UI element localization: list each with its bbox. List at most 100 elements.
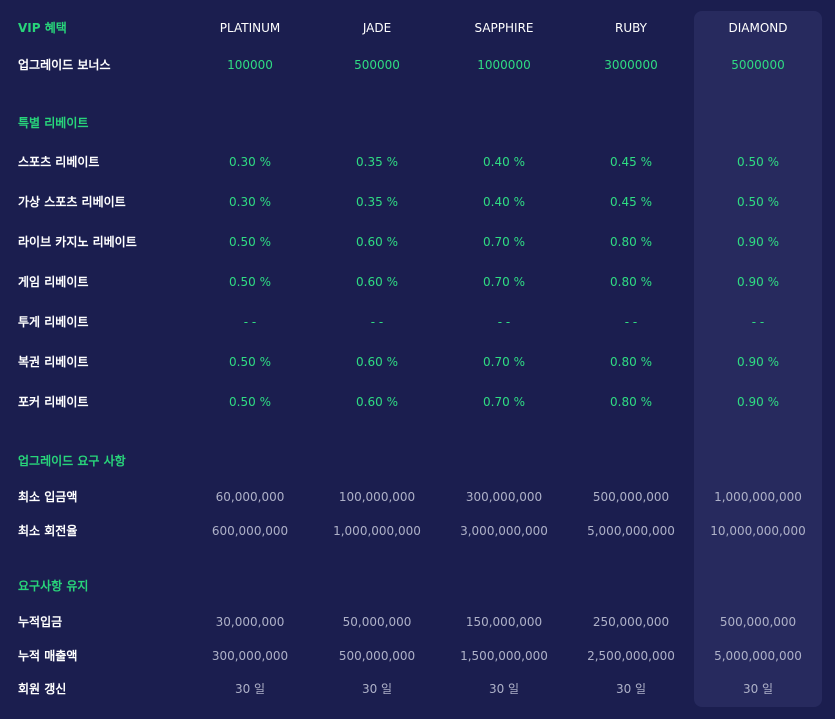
value-cell: - - bbox=[370, 315, 384, 329]
header-row: VIP 혜택 PLATINUM JADE SAPPHIRE RUBY DIAMO… bbox=[0, 13, 835, 43]
value-cell: 0.30 % bbox=[229, 155, 271, 169]
value-cell: 30 일 bbox=[615, 682, 647, 696]
section-title: 요구사항 유지 bbox=[18, 579, 89, 593]
value-cell: 50,000,000 bbox=[342, 615, 412, 629]
value-cell: 5,000,000,000 bbox=[587, 524, 675, 538]
value-cell: 0.80 % bbox=[610, 355, 652, 369]
tier-diamond: DIAMOND bbox=[728, 21, 788, 35]
value-cell: 0.40 % bbox=[483, 155, 525, 169]
section-title: 특별 리베이트 bbox=[18, 116, 89, 130]
value-cell: 0.50 % bbox=[229, 235, 271, 249]
row-label: 회원 갱신 bbox=[18, 682, 67, 696]
value-cell: 3,000,000,000 bbox=[460, 524, 548, 538]
value-cell: 5000000 bbox=[731, 58, 785, 72]
value-cell: 60,000,000 bbox=[215, 490, 285, 504]
value-cell: 0.60 % bbox=[356, 275, 398, 289]
upgrade-requirements-section: 업그레이드 요구 사항 bbox=[0, 446, 835, 476]
section-title: 업그레이드 요구 사항 bbox=[18, 454, 126, 468]
value-cell: 1000000 bbox=[477, 58, 531, 72]
table-row: 투게 리베이트 - - - - - - - - - - bbox=[0, 307, 835, 337]
value-cell: 5,000,000,000 bbox=[714, 649, 802, 663]
value-cell: 0.90 % bbox=[737, 395, 779, 409]
value-cell: 0.50 % bbox=[737, 155, 779, 169]
value-cell: 0.50 % bbox=[229, 275, 271, 289]
value-cell: 0.50 % bbox=[737, 195, 779, 209]
value-cell: 30,000,000 bbox=[215, 615, 285, 629]
value-cell: 300,000,000 bbox=[465, 490, 543, 504]
diamond-column-highlight bbox=[694, 11, 822, 707]
value-cell: 1,500,000,000 bbox=[460, 649, 548, 663]
row-label: 라이브 카지노 리베이트 bbox=[18, 235, 137, 249]
value-cell: 500,000,000 bbox=[338, 649, 416, 663]
row-label: 포커 리베이트 bbox=[18, 395, 89, 409]
value-cell: 250,000,000 bbox=[592, 615, 670, 629]
value-cell: 0.50 % bbox=[229, 355, 271, 369]
value-cell: 30 일 bbox=[361, 682, 393, 696]
value-cell: 2,500,000,000 bbox=[587, 649, 675, 663]
value-cell: 0.80 % bbox=[610, 275, 652, 289]
value-cell: 0.70 % bbox=[483, 275, 525, 289]
tier-sapphire: SAPPHIRE bbox=[474, 21, 534, 35]
value-cell: 300,000,000 bbox=[211, 649, 289, 663]
upgrade-bonus-row: 업그레이드 보너스 100000 500000 1000000 3000000 … bbox=[0, 50, 835, 80]
table-row: 스포츠 리베이트 0.30 % 0.35 % 0.40 % 0.45 % 0.5… bbox=[0, 147, 835, 177]
row-label: 최소 회전율 bbox=[18, 524, 78, 538]
table-row: 라이브 카지노 리베이트 0.50 % 0.60 % 0.70 % 0.80 %… bbox=[0, 227, 835, 257]
value-cell: 0.60 % bbox=[356, 395, 398, 409]
row-label: 가상 스포츠 리베이트 bbox=[18, 195, 126, 209]
table-row: 가상 스포츠 리베이트 0.30 % 0.35 % 0.40 % 0.45 % … bbox=[0, 187, 835, 217]
value-cell: 0.90 % bbox=[737, 355, 779, 369]
row-label: 최소 입금액 bbox=[18, 490, 78, 504]
table-row: 누적입금 30,000,000 50,000,000 150,000,000 2… bbox=[0, 607, 835, 637]
value-cell: 30 일 bbox=[234, 682, 266, 696]
value-cell: 500000 bbox=[354, 58, 400, 72]
value-cell: 500,000,000 bbox=[719, 615, 797, 629]
value-cell: - - bbox=[624, 315, 638, 329]
special-rebate-section: 특별 리베이트 bbox=[0, 108, 835, 138]
value-cell: 600,000,000 bbox=[211, 524, 289, 538]
row-label: 누적 매출액 bbox=[18, 649, 78, 663]
table-row: 복권 리베이트 0.50 % 0.60 % 0.70 % 0.80 % 0.90… bbox=[0, 347, 835, 377]
value-cell: 10,000,000,000 bbox=[710, 524, 806, 538]
value-cell: 0.30 % bbox=[229, 195, 271, 209]
row-label: 게임 리베이트 bbox=[18, 275, 89, 289]
value-cell: 0.45 % bbox=[610, 155, 652, 169]
tier-jade: JADE bbox=[362, 21, 392, 35]
value-cell: 30 일 bbox=[488, 682, 520, 696]
value-cell: 0.80 % bbox=[610, 395, 652, 409]
tier-ruby: RUBY bbox=[614, 21, 648, 35]
value-cell: 0.35 % bbox=[356, 195, 398, 209]
table-row: 회원 갱신 30 일 30 일 30 일 30 일 30 일 bbox=[0, 674, 835, 704]
row-label: 복권 리베이트 bbox=[18, 355, 89, 369]
value-cell: - - bbox=[497, 315, 511, 329]
value-cell: 0.70 % bbox=[483, 355, 525, 369]
value-cell: 0.40 % bbox=[483, 195, 525, 209]
value-cell: 0.90 % bbox=[737, 275, 779, 289]
value-cell: 0.45 % bbox=[610, 195, 652, 209]
value-cell: 0.90 % bbox=[737, 235, 779, 249]
value-cell: 500,000,000 bbox=[592, 490, 670, 504]
value-cell: 100,000,000 bbox=[338, 490, 416, 504]
vip-benefits-title: VIP 혜택 bbox=[18, 21, 67, 35]
value-cell: 0.35 % bbox=[356, 155, 398, 169]
value-cell: - - bbox=[751, 315, 765, 329]
value-cell: 0.70 % bbox=[483, 395, 525, 409]
value-cell: 1,000,000,000 bbox=[714, 490, 802, 504]
value-cell: 1,000,000,000 bbox=[333, 524, 421, 538]
value-cell: 0.50 % bbox=[229, 395, 271, 409]
table-row: 게임 리베이트 0.50 % 0.60 % 0.70 % 0.80 % 0.90… bbox=[0, 267, 835, 297]
value-cell: 100000 bbox=[227, 58, 273, 72]
row-label: 업그레이드 보너스 bbox=[18, 58, 111, 72]
table-row: 포커 리베이트 0.50 % 0.60 % 0.70 % 0.80 % 0.90… bbox=[0, 387, 835, 417]
value-cell: 150,000,000 bbox=[465, 615, 543, 629]
tier-platinum: PLATINUM bbox=[219, 21, 281, 35]
value-cell: - - bbox=[243, 315, 257, 329]
row-label: 스포츠 리베이트 bbox=[18, 155, 100, 169]
value-cell: 3000000 bbox=[604, 58, 658, 72]
value-cell: 0.60 % bbox=[356, 235, 398, 249]
row-label: 누적입금 bbox=[18, 615, 63, 629]
value-cell: 0.70 % bbox=[483, 235, 525, 249]
maintain-requirements-section: 요구사항 유지 bbox=[0, 571, 835, 601]
row-label: 투게 리베이트 bbox=[18, 315, 89, 329]
value-cell: 30 일 bbox=[742, 682, 774, 696]
